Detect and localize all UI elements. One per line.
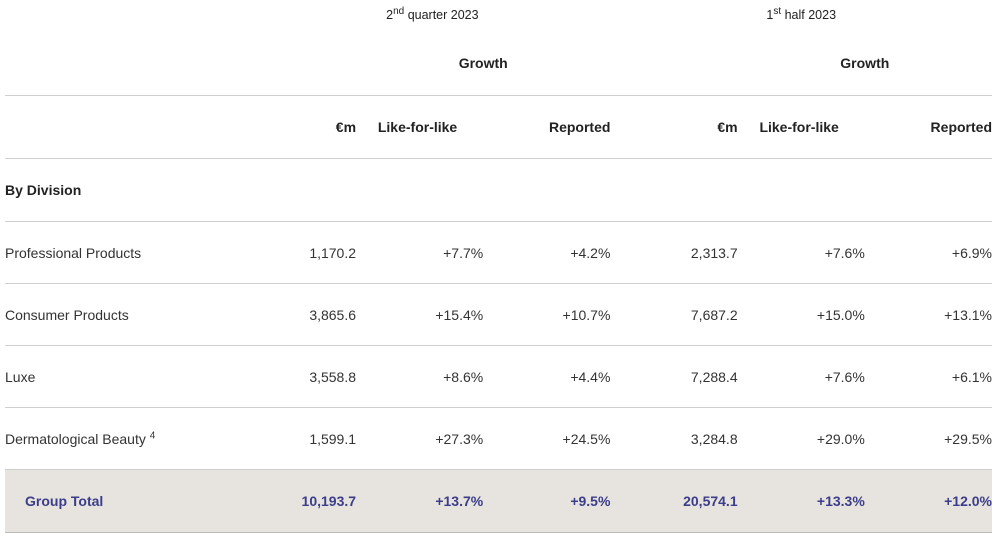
row-label: Luxe <box>5 345 255 408</box>
cell-h1-eur: 3,284.8 <box>610 407 738 470</box>
table-row: Luxe 3,558.8 +8.6% +4.4% 7,288.4 +7.6% +… <box>5 345 992 408</box>
cell-h1-reported: +6.1% <box>864 345 992 408</box>
total-q2-eur: 10,193.7 <box>254 469 357 533</box>
cell-h1-lfl: +29.0% <box>737 407 865 470</box>
cell-q2-reported: +4.2% <box>483 221 611 284</box>
cell-q2-eur: 3,558.8 <box>254 345 357 408</box>
cell-h1-lfl: +7.6% <box>737 221 865 284</box>
cell-q2-lfl: +7.7% <box>356 221 484 284</box>
period-h1-header: 1st half 2023 <box>766 5 837 22</box>
cell-h1-reported: +29.5% <box>864 407 992 470</box>
cell-q2-eur: 1,599.1 <box>254 407 357 470</box>
growth-header-h1: Growth <box>840 54 890 71</box>
group-total-row: Group Total 10,193.7 +13.7% +9.5% 20,574… <box>5 469 992 533</box>
cell-h1-eur: 7,288.4 <box>610 345 738 408</box>
cell-q2-reported: +4.4% <box>483 345 611 408</box>
col-header-h1-reported: Reported <box>864 95 992 159</box>
growth-header-q2: Growth <box>458 54 508 71</box>
cell-q2-lfl: +15.4% <box>356 283 484 346</box>
cell-q2-eur: 1,170.2 <box>254 221 357 284</box>
cell-h1-eur: 2,313.7 <box>610 221 738 284</box>
period-header-row: 2nd quarter 2023 1st half 2023 <box>5 0 992 30</box>
table-row: Dermatological Beauty 4 1,599.1 +27.3% +… <box>5 407 992 470</box>
col-header-q2-lfl: Like-for-like <box>356 95 484 159</box>
col-header-q2-eur: €m <box>254 95 357 159</box>
cell-h1-lfl: +7.6% <box>737 345 865 408</box>
total-h1-reported: +12.0% <box>864 469 992 533</box>
col-header-q2-reported: Reported <box>483 95 611 159</box>
table-row: Consumer Products 3,865.6 +15.4% +10.7% … <box>5 283 992 346</box>
cell-q2-lfl: +8.6% <box>356 345 484 408</box>
row-label: Dermatological Beauty 4 <box>5 407 255 470</box>
cell-q2-reported: +10.7% <box>483 283 611 346</box>
table-row: Professional Products 1,170.2 +7.7% +4.2… <box>5 221 992 284</box>
section-row-by-division: By Division <box>5 158 992 222</box>
column-header-row: €m Like-for-like Reported €m Like-for-li… <box>5 95 992 159</box>
total-h1-eur: 20,574.1 <box>610 469 738 533</box>
col-header-h1-eur: €m <box>610 95 738 159</box>
row-label: Professional Products <box>5 221 255 284</box>
cell-h1-lfl: +15.0% <box>737 283 865 346</box>
total-label: Group Total <box>5 469 255 533</box>
cell-h1-reported: +6.9% <box>864 221 992 284</box>
footnote-marker: 4 <box>149 429 156 441</box>
cell-q2-reported: +24.5% <box>483 407 611 470</box>
sales-by-division-table: 2nd quarter 2023 1st half 2023 Growth Gr… <box>5 0 992 533</box>
section-label: By Division <box>5 158 992 222</box>
total-h1-lfl: +13.3% <box>737 469 865 533</box>
total-q2-lfl: +13.7% <box>356 469 484 533</box>
cell-q2-lfl: +27.3% <box>356 407 484 470</box>
cell-q2-eur: 3,865.6 <box>254 283 357 346</box>
total-q2-reported: +9.5% <box>483 469 611 533</box>
growth-header-row: Growth Growth <box>5 30 992 96</box>
col-header-h1-lfl: Like-for-like <box>737 95 865 159</box>
period-q2-header: 2nd quarter 2023 <box>386 5 479 22</box>
cell-h1-reported: +13.1% <box>864 283 992 346</box>
cell-h1-eur: 7,687.2 <box>610 283 738 346</box>
row-label: Consumer Products <box>5 283 255 346</box>
